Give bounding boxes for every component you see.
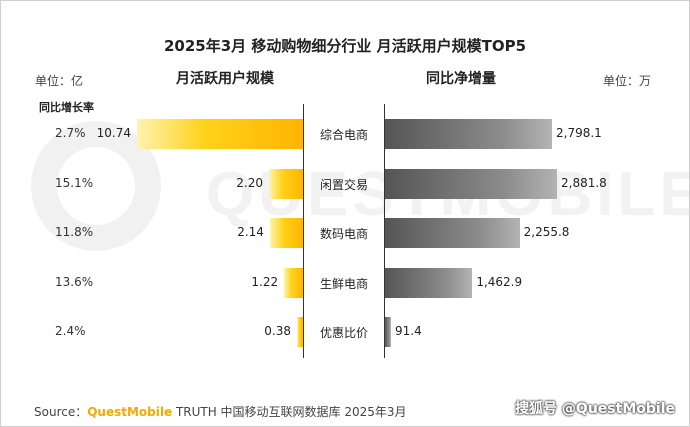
growth-rate-label: 13.6% — [55, 274, 94, 289]
mau-bar — [284, 267, 303, 298]
chart-row: 2.4% 0.38 优惠比价 91.4 — [1, 317, 689, 347]
right-axis-line — [384, 104, 385, 358]
mau-bar — [269, 218, 303, 248]
source-note: Source：QuestMobile TRUTH 中国移动互联网数据库 2025… — [34, 403, 407, 420]
mau-value-label: 1.22 — [251, 274, 279, 289]
left-series-header: 月活跃用户规模 — [176, 71, 274, 87]
footer-logo: 搜狐号 @QuestMobile — [515, 401, 675, 417]
net-increase-bar — [385, 267, 473, 298]
source-text: TRUTH 中国移动互联网数据库 2025年3月 — [172, 405, 407, 419]
net-increase-bar — [385, 119, 552, 149]
growth-rate-label: 11.8% — [55, 225, 94, 239]
category-label: 生鲜电商 — [319, 276, 368, 291]
chart-row: 13.6% 1.22 生鲜电商 1,462.9 — [1, 267, 689, 298]
net-increase-value-label: 2,798.1 — [556, 126, 602, 140]
right-unit-label: 单位：万 — [602, 74, 651, 88]
growth-rate-label: 15.1% — [55, 175, 94, 190]
right-series-header: 同比净增量 — [426, 71, 496, 87]
left-unit-label: 单位：亿 — [35, 74, 84, 88]
growth-rate-label: 2.7% — [55, 126, 86, 140]
net-increase-bar — [385, 218, 520, 248]
growth-rate-header: 同比增长率 — [39, 101, 94, 114]
mau-bar — [297, 317, 303, 347]
category-label: 闲置交易 — [319, 177, 368, 192]
net-increase-bar — [385, 168, 557, 199]
net-increase-value-label: 2,255.8 — [523, 225, 570, 239]
mau-value-label: 2.20 — [236, 175, 263, 190]
net-increase-value-label: 2,881.8 — [561, 175, 607, 190]
category-label: 数码电商 — [319, 227, 368, 241]
chart-row: 15.1% 2.20 闲置交易 2,881.8 — [1, 168, 689, 199]
net-increase-value-label: 1,462.9 — [476, 274, 523, 289]
growth-rate-label: 2.4% — [55, 324, 86, 338]
mau-bar — [137, 119, 303, 149]
mau-value-label: 0.38 — [264, 324, 291, 338]
chart-title: 2025年3月 移动购物细分行业 月活跃用户规模TOP5 — [163, 37, 527, 55]
net-increase-value-label: 91.4 — [395, 324, 422, 338]
mau-value-label: 10.74 — [96, 126, 131, 140]
source-prefix: Source： — [34, 405, 88, 419]
mau-bar — [268, 168, 303, 199]
chart-row: 11.8% 2.14 数码电商 2,255.8 — [1, 218, 689, 248]
category-label: 综合电商 — [319, 128, 368, 142]
chart-row: 2.7% 10.74 综合电商 2,798.1 — [1, 119, 689, 149]
net-increase-bar — [385, 317, 391, 347]
category-label: 优惠比价 — [319, 326, 368, 340]
source-brand: QuestMobile — [87, 405, 173, 419]
mau-value-label: 2.14 — [237, 225, 264, 239]
left-axis-line — [303, 104, 304, 358]
